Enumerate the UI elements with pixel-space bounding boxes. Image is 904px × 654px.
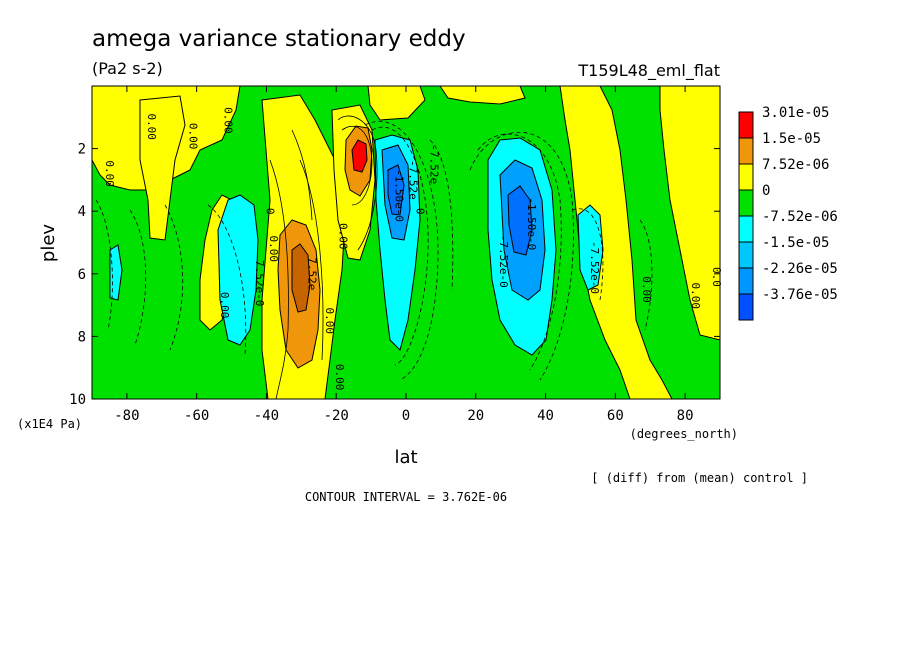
colorbar-legend: 3.01e-05 1.5e-05 7.52e-06 0 -7.52e-06 -1.5e-0… [738, 105, 838, 321]
contour-labels: 0.000.00 0.000.000.007.52e-00.007.52e0.00… [103, 107, 723, 390]
positive-contours [269, 115, 378, 399]
legend-label: -7.52e-06 [762, 209, 838, 225]
contour-label: -7.52e-0 [497, 235, 510, 288]
x-axis: -80 -60 -40 -20 0 20 40 60 80 [114, 86, 694, 424]
dashed-contour [207, 204, 247, 356]
dashed-contour [95, 199, 113, 331]
contour-label: 7.52e-0 [253, 260, 266, 306]
legend-label: 0 [762, 183, 770, 199]
x-tick-label: -60 [184, 408, 209, 424]
diff-note: [ (diff) from (mean) control ] [591, 471, 808, 485]
y-tick-label: 10 [69, 392, 86, 408]
region-yellow-top-mid [439, 86, 526, 105]
y-tick-label: 8 [78, 329, 86, 345]
region-yellow-60n [559, 86, 673, 399]
legend-swatch [738, 293, 754, 321]
contour-label: 0 [413, 208, 426, 215]
contour-label: -7.52e [427, 144, 440, 184]
legend-label: 1.5e-05 [762, 131, 821, 147]
x-axis-title: lat [394, 447, 417, 468]
y-tick-label: 2 [78, 142, 86, 158]
legend-swatch [738, 111, 754, 139]
legend-label: -2.26e-05 [762, 261, 838, 277]
negative-contours [95, 120, 653, 381]
region-red-40s [291, 243, 311, 313]
solid-contour [299, 159, 324, 361]
solid-contour [337, 115, 378, 251]
contour-label: -1.50e-0 [525, 197, 538, 250]
contour-field [92, 86, 720, 399]
dashed-contour [429, 139, 454, 291]
dashed-contour [469, 131, 574, 381]
contour-label: 0.00 [103, 160, 116, 187]
dataset-label: T159L48_eml_flat [577, 61, 720, 81]
units-label: (Pa2 s-2) [92, 59, 163, 78]
dashed-contour [164, 204, 184, 351]
contour-label: 0.00 [222, 107, 235, 133]
legend-label: -1.5e-05 [762, 235, 829, 251]
solid-contour [269, 159, 289, 399]
strong-positive-regions [277, 125, 373, 369]
legend-swatch [738, 241, 754, 269]
x-tick-label: -20 [324, 408, 349, 424]
region-cyan-55n [577, 204, 604, 291]
legend-label: 7.52e-06 [762, 157, 829, 173]
contour-label: 0.00 [145, 113, 158, 140]
y-axis-title: plev [38, 224, 59, 263]
chart-title: amega variance stationary eddy [92, 26, 466, 52]
legend-label: -3.76e-05 [762, 287, 838, 303]
contour-label: 7.52e [305, 257, 318, 290]
contour-label: 0.00 [187, 123, 200, 150]
contour-label: 0.0 [710, 267, 723, 287]
legend-swatch [738, 137, 754, 165]
contour-label: 0.00 [640, 276, 653, 303]
y-tick-label: 4 [78, 204, 86, 220]
contour-label: 0 [263, 208, 276, 215]
region-deepblue-30n [507, 185, 533, 256]
contour-label: 0.00 [689, 282, 702, 309]
y-axis: 2 4 6 8 10 [69, 142, 720, 408]
contour-interval-label: CONTOUR INTERVAL = 3.762E-06 [305, 490, 507, 504]
solid-contour [341, 125, 373, 206]
dashed-contour [639, 219, 653, 331]
contour-label: 0.00 [337, 223, 350, 250]
x-tick-label: -80 [114, 408, 139, 424]
contour-label: -7.52e [406, 160, 419, 200]
legend-swatch [738, 189, 754, 217]
y-tick-label: 6 [78, 267, 86, 283]
contour-label: -1.50e-0 [393, 169, 406, 222]
contour-label: 0.00 [267, 236, 280, 263]
x-tick-label: 60 [607, 408, 624, 424]
region-yellow-80n [659, 86, 720, 341]
region-cyan-70s [109, 244, 123, 301]
y-axis-unit: (x1E4 Pa) [17, 417, 82, 431]
contour-label: -7.52e-0 [588, 241, 601, 294]
legend-swatch [738, 267, 754, 295]
legend-swatch [738, 163, 754, 191]
dashed-contour [364, 120, 439, 381]
region-cyan-50s [217, 194, 259, 346]
dashed-contour [571, 208, 604, 301]
x-axis-unit: (degrees_north) [630, 427, 738, 441]
legend-swatch [738, 215, 754, 243]
contour-label: 0.00 [323, 308, 336, 335]
legend-label: 3.01e-05 [762, 105, 829, 121]
dashed-contour [129, 209, 147, 346]
contour-label: 0.00 [333, 364, 346, 391]
x-tick-label: 20 [467, 408, 484, 424]
x-tick-label: 80 [677, 408, 694, 424]
x-tick-label: 40 [537, 408, 554, 424]
region-yellow-eq-top [367, 86, 426, 121]
x-tick-label: -40 [254, 408, 279, 424]
x-tick-label: 0 [402, 408, 410, 424]
negative-regions [109, 134, 604, 356]
region-blue-0b [387, 164, 405, 216]
region-red-15s [351, 139, 368, 173]
solid-contour [291, 129, 313, 221]
dashed-contour [477, 133, 562, 371]
contour-label: 0.00 [218, 292, 231, 319]
region-yellow-sw-left [139, 95, 186, 241]
